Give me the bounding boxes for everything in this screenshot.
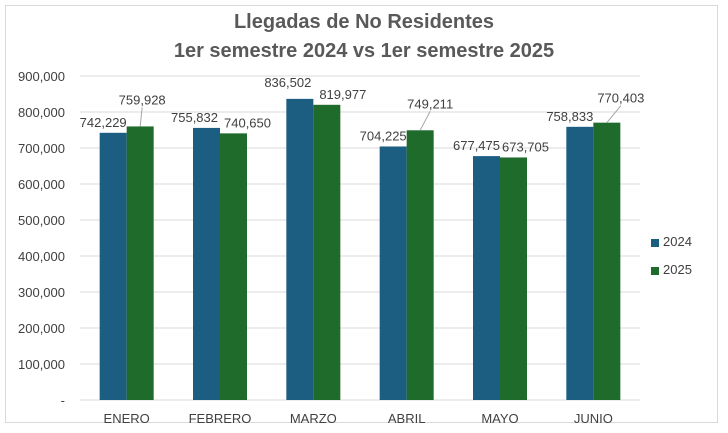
data-label-2025-mayo: 673,705 — [502, 139, 549, 154]
y-tick-label-0: - — [61, 393, 65, 408]
legend-label-2025: 2025 — [663, 262, 692, 277]
bar-2025-mayo — [500, 157, 527, 400]
y-tick-label-6: 600,000 — [18, 177, 65, 192]
y-tick-label-8: 800,000 — [18, 105, 65, 120]
x-tick-label-junio: JUNIO — [574, 411, 613, 426]
bar-2024-abril — [379, 146, 407, 400]
chart-title-line-1: Llegadas de No Residentes — [233, 11, 495, 33]
chart-title-line-2: 1er semestre 2024 vs 1er semestre 2025 — [173, 40, 555, 62]
leader-line-2025-junio — [606, 105, 622, 123]
y-tick-label-3: 300,000 — [18, 285, 65, 300]
bar-2024-febrero — [193, 127, 220, 400]
bar-2024-junio — [566, 126, 594, 400]
y-tick-label-4: 400,000 — [18, 249, 65, 264]
data-label-2024-febrero: 755,832 — [171, 110, 218, 125]
legend-swatch-2024 — [651, 238, 659, 247]
y-tick-label-7: 700,000 — [18, 141, 65, 156]
legend-item-2024: 2024 — [651, 234, 692, 249]
data-label-2025-abril: 749,211 — [407, 96, 453, 111]
y-tick-label-1: 100,000 — [18, 357, 65, 372]
x-tick-label-mayo: MAYO — [481, 411, 518, 426]
bar-2025-junio — [593, 122, 621, 401]
bar-2024-marzo — [286, 98, 314, 400]
x-tick-label-febrero: FEBRERO — [189, 411, 252, 426]
data-label-2025-enero: 759,928 — [119, 92, 166, 107]
bar-2025-abril — [406, 130, 434, 400]
legend-item-2025: 2025 — [651, 262, 692, 277]
bar-2025-febrero — [220, 133, 247, 400]
data-label-2024-junio: 758,833 — [546, 109, 593, 124]
data-label-2025-junio: 770,403 — [597, 91, 644, 106]
data-label-2024-mayo: 677,475 — [453, 138, 500, 153]
data-label-2024-abril: 704,225 — [360, 128, 407, 143]
data-label-2025-febrero: 740,650 — [224, 115, 271, 130]
data-label-2024-enero: 742,229 — [80, 115, 127, 130]
bar-2024-mayo — [473, 156, 500, 400]
x-tick-label-abril: ABRIL — [388, 411, 426, 426]
leader-line-2025-abril — [419, 111, 431, 131]
bar-2025-enero — [126, 126, 154, 401]
x-tick-label-marzo: MARZO — [290, 411, 337, 426]
data-label-2024-marzo: 836,502 — [264, 75, 311, 90]
y-tick-label-9: 900,000 — [18, 69, 65, 84]
leader-line-2025-enero — [139, 107, 143, 127]
legend-swatch-2025 — [651, 266, 659, 275]
y-tick-label-5: 500,000 — [18, 213, 65, 228]
data-label-2025-marzo: 819,977 — [319, 87, 366, 102]
legend-label-2024: 2024 — [663, 234, 692, 249]
y-tick-label-2: 200,000 — [18, 321, 65, 336]
bar-2025-marzo — [313, 104, 341, 400]
x-tick-label-enero: ENERO — [104, 411, 150, 426]
bar-2024-enero — [99, 132, 127, 401]
